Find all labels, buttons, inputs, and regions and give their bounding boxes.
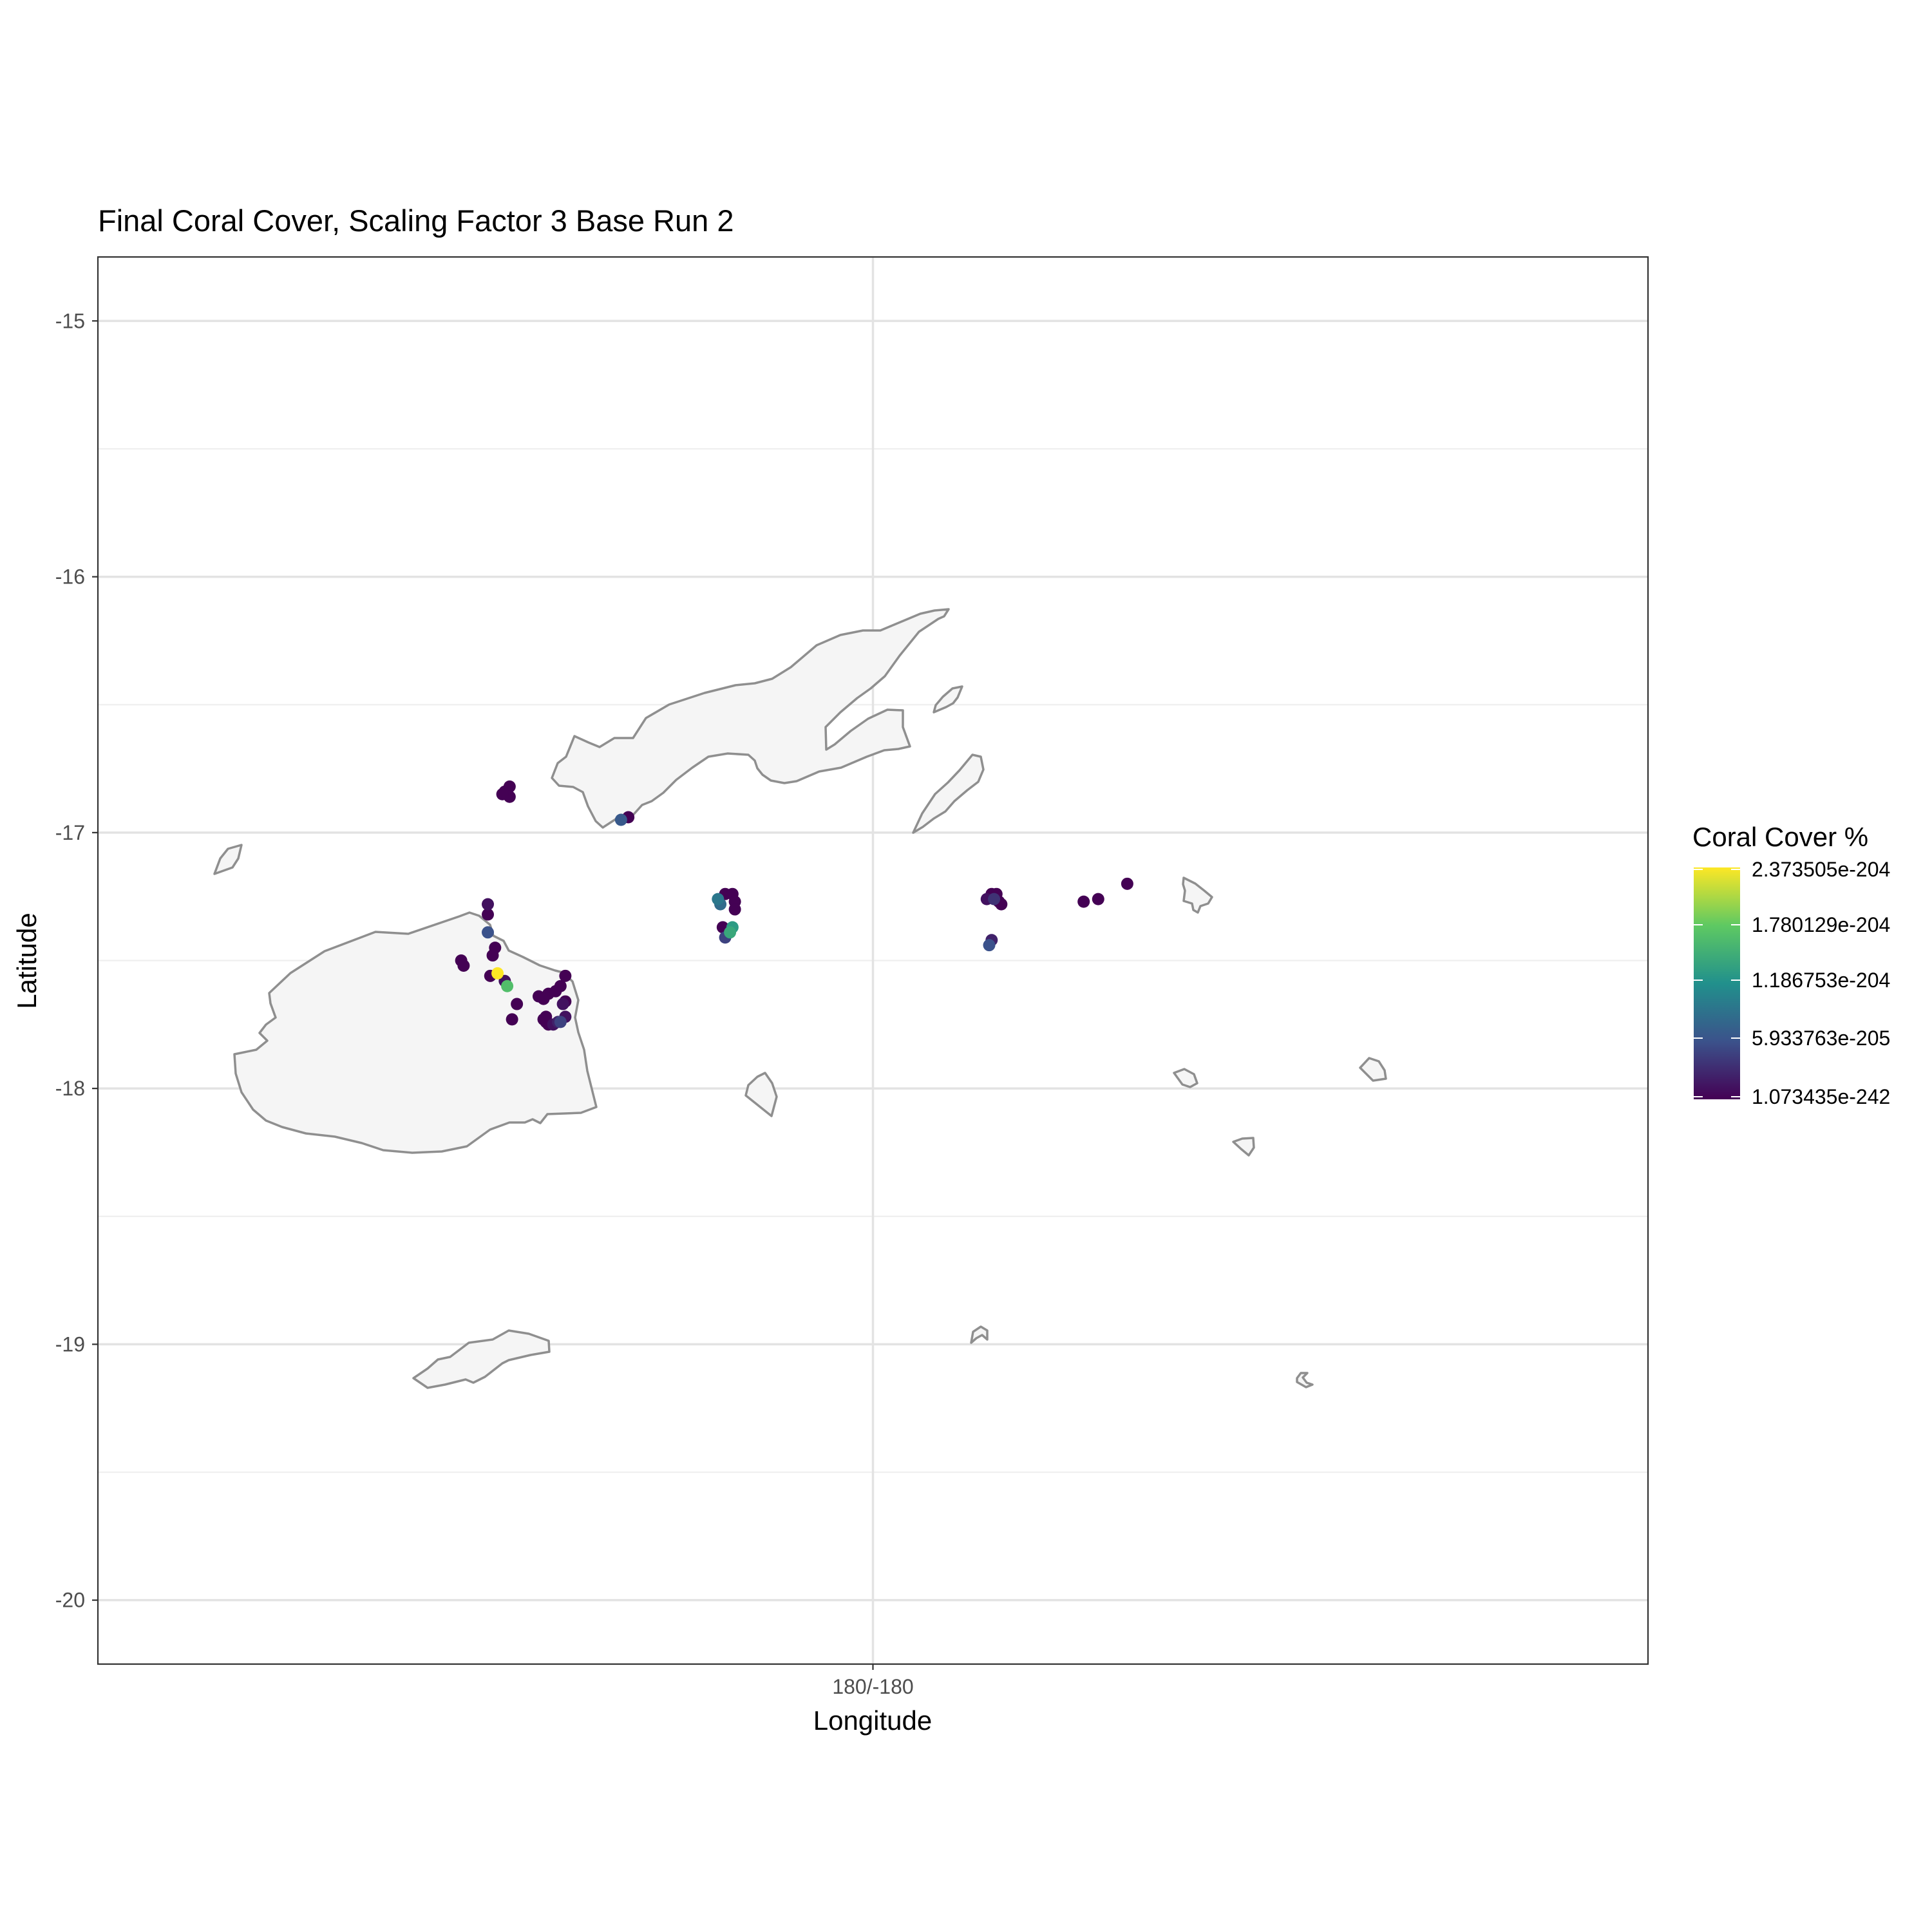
legend-label: 1.780129e-204: [1752, 913, 1890, 936]
legend-label: 5.933763e-205: [1752, 1027, 1890, 1050]
chart-title: Final Coral Cover, Scaling Factor 3 Base…: [98, 204, 734, 238]
coral-site-point: [501, 980, 513, 992]
coral-site-point: [559, 970, 571, 982]
coral-site-point: [729, 904, 741, 916]
y-tick-label: -15: [55, 309, 85, 332]
x-axis-title: Longitude: [813, 1705, 933, 1736]
coral-site-point: [615, 814, 627, 826]
x-axis: 180/-180: [832, 1664, 913, 1698]
coral-site-point: [482, 926, 494, 938]
coral-site-point: [988, 893, 1000, 905]
x-tick-label: 180/-180: [832, 1675, 913, 1698]
legend-label: 1.073435e-242: [1752, 1085, 1890, 1108]
legend-colorbar: [1694, 867, 1740, 1099]
coral-site-point: [511, 998, 523, 1010]
coral-site-point: [457, 960, 469, 972]
coral-site-point: [724, 926, 736, 938]
y-tick-label: -20: [55, 1589, 85, 1612]
coral-site-point: [491, 967, 504, 980]
coral-site-point: [554, 1016, 567, 1028]
coral-site-point: [712, 893, 724, 905]
plot-panel: [98, 257, 1648, 1664]
legend-label: 1.186753e-204: [1752, 969, 1890, 992]
coral-site-point: [1092, 893, 1104, 905]
coral-site-point: [983, 939, 996, 951]
y-axis-title: Latitude: [12, 913, 42, 1009]
coral-site-point: [1077, 896, 1090, 908]
coral-site-point: [497, 788, 509, 800]
y-tick-label: -16: [55, 565, 85, 589]
legend-label: 2.373505e-204: [1752, 858, 1890, 881]
coral-site-point: [482, 898, 494, 911]
coral-site-point: [487, 949, 499, 961]
y-tick-label: -19: [55, 1332, 85, 1356]
legend-title: Coral Cover %: [1692, 822, 1868, 852]
coral-site-point: [506, 1013, 518, 1025]
y-tick-label: -18: [55, 1077, 85, 1100]
y-axis: -15 -16 -17 -18 -19 -20: [55, 309, 98, 1611]
coral-site-point: [1121, 878, 1133, 890]
y-tick-label: -17: [55, 821, 85, 844]
coral-site-point: [557, 998, 569, 1010]
legend: Coral Cover % 2.373505e-204 1.780129e-204…: [1692, 822, 1890, 1108]
